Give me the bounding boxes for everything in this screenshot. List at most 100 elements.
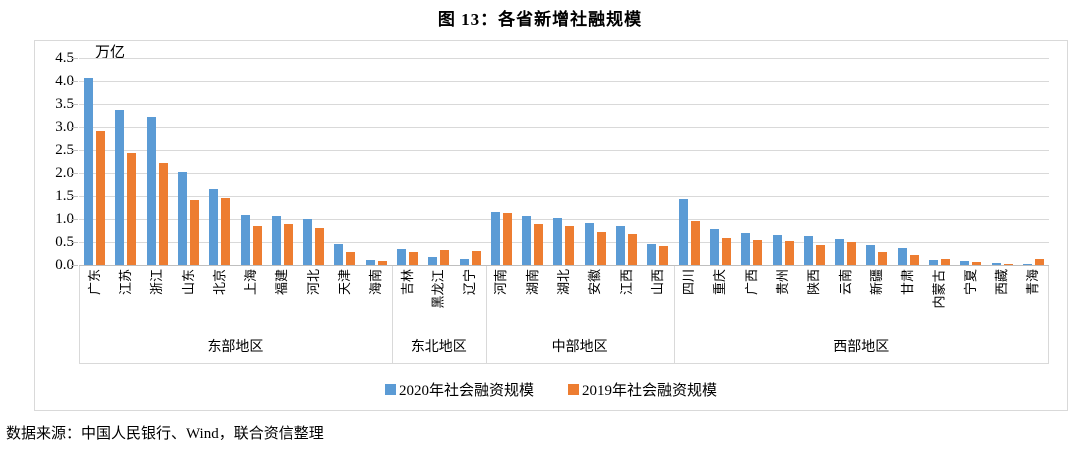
bar-group xyxy=(298,58,329,265)
x-axis-labels: 广东 江苏 浙江 山东 北京 上海 福建 河北 天津 海南 吉林 黑龙江 辽宁 河南 湖南 湖北 安徽 江西 山西四… xyxy=(79,266,1049,364)
bar-group xyxy=(142,58,173,265)
x-label-text: 宁夏 xyxy=(962,268,978,296)
y-tick-label: 4.0 xyxy=(55,73,74,89)
bar-group xyxy=(986,58,1017,265)
bar-group xyxy=(611,58,642,265)
gridline xyxy=(79,58,1049,59)
bar-2019 xyxy=(909,254,919,265)
x-label: 天津 xyxy=(329,269,360,331)
bar-2019 xyxy=(972,261,982,265)
x-label: 贵州 xyxy=(767,269,798,331)
bar-group xyxy=(329,58,360,265)
x-label: 湖南 xyxy=(517,269,548,331)
bar-group xyxy=(486,58,517,265)
bar-2019 xyxy=(1034,259,1044,265)
bar-2019 xyxy=(158,162,168,265)
bar-group xyxy=(799,58,830,265)
bar-2020 xyxy=(334,244,344,265)
bar-group xyxy=(454,58,485,265)
bar-2019 xyxy=(596,231,606,265)
y-axis-unit-label: 万亿 xyxy=(95,45,126,61)
gridline xyxy=(79,265,1049,266)
x-label-text: 海南 xyxy=(368,268,384,296)
legend-item-2020: 2020年社会融资规模 xyxy=(384,379,534,400)
x-axis-bottom-rule xyxy=(79,363,1049,364)
x-label-text: 新疆 xyxy=(868,268,884,296)
x-label-text: 四川 xyxy=(681,268,697,296)
y-tick-label: 0.5 xyxy=(55,234,74,250)
bar-2019 xyxy=(346,251,356,265)
x-label-text: 陕西 xyxy=(806,268,822,296)
bar-2020 xyxy=(240,215,250,265)
y-tick-mark xyxy=(71,150,78,151)
x-label: 甘肃 xyxy=(893,269,924,331)
bar-2019 xyxy=(847,242,857,265)
x-label-text: 河南 xyxy=(493,268,509,296)
x-label: 内蒙古 xyxy=(924,269,955,331)
legend: 2020年社会融资规模 2019年社会融资规模 xyxy=(35,379,1067,400)
bar-group xyxy=(830,58,861,265)
bar-group xyxy=(79,58,110,265)
region-divider xyxy=(391,266,393,364)
bar-2020 xyxy=(897,247,907,265)
y-tick-label: 4.5 xyxy=(55,50,74,66)
bar-2019 xyxy=(753,240,763,265)
gridline xyxy=(79,196,1049,197)
x-label-text: 江西 xyxy=(618,268,634,296)
bar-2019 xyxy=(471,250,481,265)
x-label: 海南 xyxy=(361,269,392,331)
gridline xyxy=(79,104,1049,105)
x-label: 上海 xyxy=(235,269,266,331)
x-label-text: 北京 xyxy=(211,268,227,296)
x-label: 青海 xyxy=(1018,269,1049,331)
x-label-text: 山西 xyxy=(649,268,665,296)
chart: 万亿 广东 江苏 浙江 山东 北京 上海 福建 河北 天津 海南 吉林 黑龙江 辽宁 河南 湖南 湖北 安徽 江西… xyxy=(34,40,1068,411)
bar-2019 xyxy=(940,258,950,265)
bar-2019 xyxy=(96,130,106,265)
bar-2020 xyxy=(741,232,751,265)
x-label-text: 甘肃 xyxy=(900,268,916,296)
bar-group xyxy=(642,58,673,265)
bar-group xyxy=(736,58,767,265)
bar-2019 xyxy=(878,252,888,265)
bar-2019 xyxy=(690,221,700,265)
x-label-text: 湖南 xyxy=(524,268,540,296)
bar-2020 xyxy=(835,238,845,265)
region-label: 西部地区 xyxy=(833,340,890,355)
bar-2019 xyxy=(409,251,419,265)
bar-2020 xyxy=(803,236,813,265)
legend-swatch-2020 xyxy=(384,384,396,395)
x-label: 河北 xyxy=(298,269,329,331)
x-label: 西藏 xyxy=(986,269,1017,331)
bar-2019 xyxy=(721,237,731,265)
x-label: 山东 xyxy=(173,269,204,331)
x-label-text: 福建 xyxy=(274,268,290,296)
legend-label-2019: 2019年社会融资规模 xyxy=(582,383,718,399)
x-label: 辽宁 xyxy=(454,269,485,331)
bar-2019 xyxy=(1003,264,1013,265)
bar-2020 xyxy=(616,225,626,265)
bar-group xyxy=(361,58,392,265)
x-label: 广西 xyxy=(736,269,767,331)
bar-2019 xyxy=(440,250,450,265)
y-tick-mark xyxy=(71,265,78,266)
gridline xyxy=(79,127,1049,128)
bar-group xyxy=(517,58,548,265)
x-label: 四川 xyxy=(674,269,705,331)
x-label-text: 云南 xyxy=(837,268,853,296)
bar-2019 xyxy=(628,233,638,265)
y-tick-label: 2.0 xyxy=(55,165,74,181)
region-divider xyxy=(485,266,487,364)
bar-2020 xyxy=(115,109,125,265)
bar-2019 xyxy=(283,224,293,265)
bar-group xyxy=(767,58,798,265)
bar-group xyxy=(1018,58,1049,265)
legend-swatch-2019 xyxy=(568,384,579,395)
legend-label-2020: 2020年社会融资规模 xyxy=(398,383,534,399)
x-label: 北京 xyxy=(204,269,235,331)
x-label: 新疆 xyxy=(861,269,892,331)
x-label-text: 上海 xyxy=(243,268,259,296)
x-label-text: 青海 xyxy=(1025,268,1041,296)
bar-group xyxy=(705,58,736,265)
x-label: 黑龙江 xyxy=(423,269,454,331)
